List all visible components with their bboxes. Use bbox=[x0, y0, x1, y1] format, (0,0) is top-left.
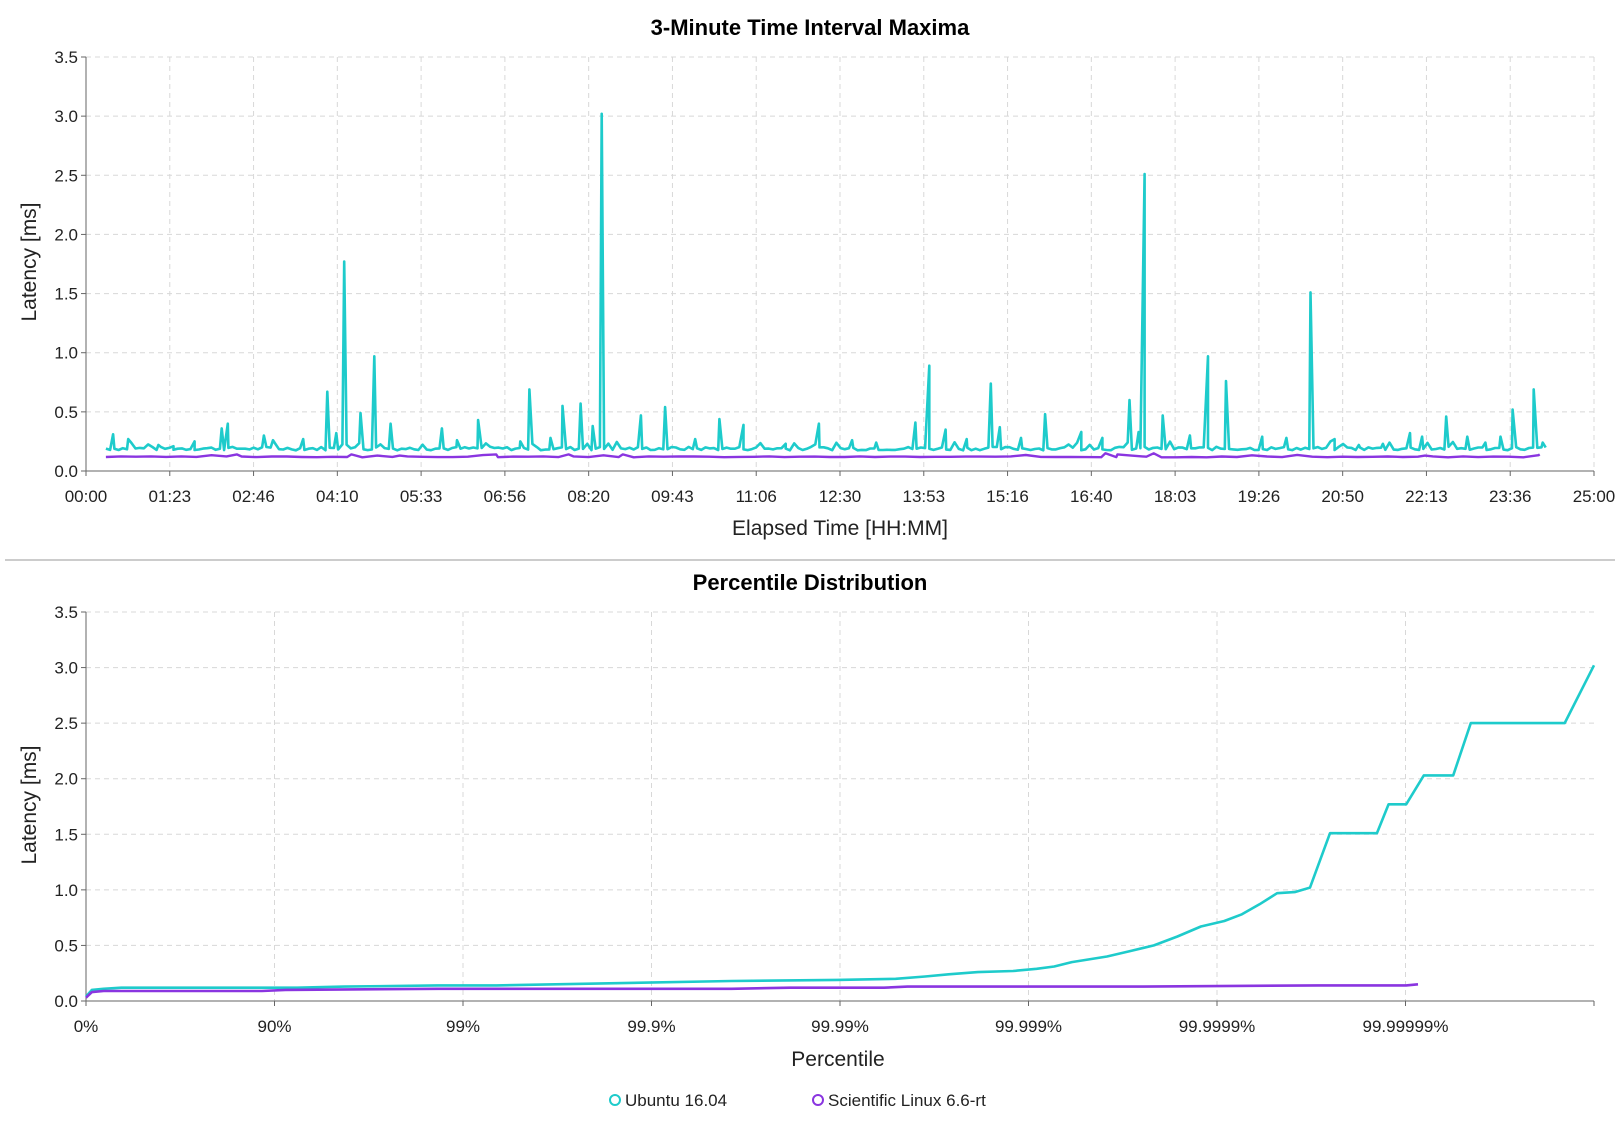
y-tick-label: 1.5 bbox=[54, 825, 78, 844]
x-tick-label: 23:36 bbox=[1489, 487, 1532, 506]
x-tick-label: 19:26 bbox=[1238, 487, 1281, 506]
x-tick-label: 16:40 bbox=[1070, 487, 1113, 506]
series-line-scientific-linux-6-6-rt bbox=[85, 983, 1419, 999]
legend: Ubuntu 16.04 Scientific Linux 6.6-rt bbox=[609, 1091, 986, 1110]
bottom-chart-tick-labels: 0.0 0.5 1.0 1.5 2.0 2.5 3.0 3.5 0% 90% 99% 99.9% 99.… bbox=[54, 603, 1448, 1036]
top-chart-tick-labels: 0.0 0.5 1.0 1.5 2.0 2.5 3.0 3.5 00:00 01:23 02:46 0… bbox=[54, 48, 1615, 506]
x-tick-label: 12:30 bbox=[819, 487, 862, 506]
x-tick-label: 06:56 bbox=[484, 487, 527, 506]
y-tick-label: 3.5 bbox=[54, 603, 78, 622]
y-tick-label: 2.5 bbox=[54, 166, 78, 185]
bottom-chart-ylabel: Latency [ms] bbox=[18, 745, 41, 864]
x-tick-label: 05:33 bbox=[400, 487, 443, 506]
bottom-chart-series bbox=[85, 664, 1596, 999]
series-line-scientific-linux-6-6-rt bbox=[105, 452, 1541, 459]
x-tick-label: 13:53 bbox=[903, 487, 946, 506]
series-line-ubuntu-16-04 bbox=[85, 664, 1596, 998]
x-tick-label: 99.99% bbox=[811, 1017, 869, 1036]
x-tick-label: 08:20 bbox=[567, 487, 610, 506]
x-tick-label: 99.99999% bbox=[1362, 1017, 1448, 1036]
legend-ubuntu-marker bbox=[609, 1094, 621, 1106]
series-line-ubuntu-16-04 bbox=[105, 112, 1547, 452]
x-tick-label: 04:10 bbox=[316, 487, 359, 506]
y-tick-label: 0.0 bbox=[54, 462, 78, 481]
y-tick-label: 0.5 bbox=[54, 403, 78, 422]
y-tick-label: 2.0 bbox=[54, 770, 78, 789]
bottom-chart-title: Percentile Distribution bbox=[693, 570, 928, 595]
y-tick-label: 0.0 bbox=[54, 992, 78, 1011]
top-chart-series bbox=[105, 112, 1547, 459]
x-tick-label: 99% bbox=[446, 1017, 480, 1036]
y-tick-label: 2.5 bbox=[54, 714, 78, 733]
x-tick-label: 99.9% bbox=[627, 1017, 675, 1036]
x-tick-label: 20:50 bbox=[1321, 487, 1364, 506]
x-tick-label: 15:16 bbox=[986, 487, 1029, 506]
y-tick-label: 1.0 bbox=[54, 344, 78, 363]
y-tick-label: 3.0 bbox=[54, 659, 78, 678]
x-tick-label: 02:46 bbox=[232, 487, 275, 506]
x-tick-label: 90% bbox=[257, 1017, 291, 1036]
x-tick-label: 99.9999% bbox=[1179, 1017, 1256, 1036]
top-chart-title: 3-Minute Time Interval Maxima bbox=[651, 15, 970, 40]
bottom-chart-grid bbox=[85, 611, 1594, 1002]
bottom-chart-xlabel: Percentile bbox=[791, 1048, 884, 1071]
x-tick-label: 11:06 bbox=[736, 487, 777, 506]
x-tick-label: 22:13 bbox=[1405, 487, 1448, 506]
y-tick-label: 2.0 bbox=[54, 225, 78, 244]
y-tick-label: 3.5 bbox=[54, 48, 78, 67]
y-tick-label: 1.0 bbox=[54, 881, 78, 900]
y-tick-label: 0.5 bbox=[54, 936, 78, 955]
legend-ubuntu-label: Ubuntu 16.04 bbox=[625, 1091, 727, 1110]
top-chart-axes bbox=[81, 56, 1595, 476]
y-tick-label: 3.0 bbox=[54, 107, 78, 126]
top-chart-xlabel: Elapsed Time [HH:MM] bbox=[732, 517, 948, 540]
legend-scientific-marker bbox=[812, 1094, 824, 1106]
bottom-chart: Percentile Distribution 0.0 0.5 1.0 1.5 2.0 2… bbox=[18, 570, 1596, 1071]
x-tick-label: 18:03 bbox=[1154, 487, 1197, 506]
x-tick-label: 01:23 bbox=[149, 487, 192, 506]
top-chart-grid bbox=[85, 56, 1595, 472]
x-tick-label: 09:43 bbox=[651, 487, 694, 506]
x-tick-label: 99.999% bbox=[995, 1017, 1062, 1036]
x-tick-label: 25:00 bbox=[1573, 487, 1616, 506]
y-tick-label: 1.5 bbox=[54, 285, 78, 304]
x-tick-label: 0% bbox=[74, 1017, 99, 1036]
bottom-chart-axes bbox=[81, 611, 1595, 1006]
top-chart-ylabel: Latency [ms] bbox=[18, 202, 41, 321]
x-tick-label: 00:00 bbox=[65, 487, 108, 506]
top-chart: 3-Minute Time Interval Maxima 0.0 0.5 1.0 1… bbox=[18, 15, 1615, 540]
legend-scientific-label: Scientific Linux 6.6-rt bbox=[828, 1091, 986, 1110]
